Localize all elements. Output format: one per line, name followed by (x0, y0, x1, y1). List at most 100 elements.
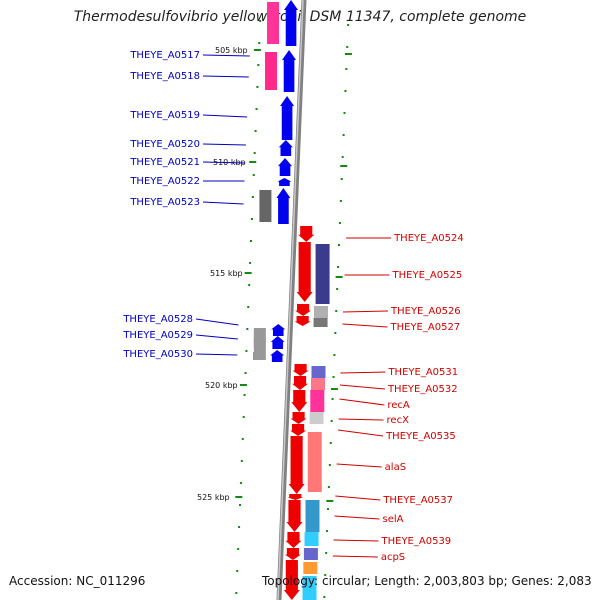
reverse-gene-arrow (284, 548, 301, 560)
annotation-box (267, 2, 280, 44)
annotation-box (303, 562, 318, 574)
minor-tick-right (338, 222, 341, 224)
forward-gene-arrow (278, 140, 293, 156)
right-leader-line (336, 463, 382, 468)
minor-tick-right (327, 486, 330, 488)
right-leader-line (340, 371, 386, 374)
major-tick-left (253, 49, 261, 51)
minor-tick-left (239, 482, 242, 484)
reverse-gene-arrow (285, 532, 302, 548)
minor-tick-left (240, 460, 243, 462)
minor-tick-right (343, 112, 346, 114)
major-tick-right (344, 53, 352, 55)
annotation-box (265, 52, 278, 90)
right-leader-line (342, 323, 388, 328)
annotation-box (311, 366, 326, 378)
minor-tick-right (341, 156, 344, 158)
minor-tick-right (334, 332, 337, 334)
left-gene-label: THEYE_A0518 (129, 71, 200, 82)
minor-tick-left (257, 64, 260, 66)
reverse-gene-arrow (288, 436, 305, 494)
minor-tick-left (245, 350, 248, 352)
minor-tick-right (323, 596, 326, 598)
right-leader-line (339, 384, 386, 390)
minor-tick-right (325, 552, 328, 554)
left-gene-label: THEYE_A0530 (122, 349, 193, 360)
annotation-box (305, 500, 320, 532)
forward-gene-arrow (277, 178, 292, 186)
accession-text: Accession: NC_011296 (9, 574, 146, 588)
genome-title: Thermodesulfovibrio yellowstonii DSM 113… (73, 9, 527, 25)
annotation-box (313, 318, 328, 327)
minor-tick-left (246, 328, 249, 330)
major-tick-left (235, 496, 243, 498)
minor-tick-left (250, 218, 253, 220)
minor-tick-right (331, 398, 334, 400)
forward-gene-arrow (282, 50, 297, 92)
left-leader-line (195, 318, 239, 326)
reverse-gene-arrow (294, 316, 311, 326)
right-gene-label: alaS (385, 462, 406, 473)
minor-tick-right (335, 310, 338, 312)
forward-gene-arrow (280, 96, 295, 140)
minor-tick-left (252, 174, 255, 176)
left-leader-line (195, 353, 238, 356)
minor-tick-left (242, 416, 245, 418)
major-tick-right (330, 388, 338, 390)
minor-tick-left (236, 570, 239, 572)
minor-tick-left (247, 306, 250, 308)
major-tick-right (326, 500, 334, 502)
minor-tick-left (239, 504, 241, 506)
reverse-gene-arrow (292, 364, 309, 376)
right-gene-label: THEYE_A0525 (392, 270, 463, 281)
right-gene-label: THEYE_A0537 (382, 495, 453, 506)
left-gene-label: THEYE_A0529 (122, 330, 193, 341)
annotation-box (314, 306, 328, 318)
right-leader-line (334, 515, 380, 520)
major-tick-left (244, 272, 252, 274)
annotation-box (303, 548, 318, 560)
minor-tick-right (333, 354, 336, 356)
reverse-gene-arrow (290, 424, 307, 436)
minor-tick-left (250, 240, 252, 242)
minor-tick-left (235, 592, 238, 594)
right-gene-label: THEYE_A0539 (381, 536, 452, 547)
right-gene-label: THEYE_A0535 (385, 431, 456, 442)
annotation-box (307, 432, 322, 492)
left-leader-line (202, 75, 249, 78)
left-gene-label: THEYE_A0522 (129, 176, 200, 187)
minor-tick-right (329, 442, 332, 444)
left-leader-line (202, 161, 246, 164)
annotation-box (302, 576, 317, 600)
minor-tick-right (332, 376, 335, 378)
left-leader-line (202, 143, 246, 146)
right-leader-line (335, 495, 381, 501)
scale-label: 525 kbp (197, 493, 230, 502)
annotation-box (304, 532, 319, 546)
minor-tick-left (238, 526, 241, 528)
left-leader-line (195, 334, 238, 340)
major-tick-left (249, 161, 257, 163)
right-leader-line (338, 429, 384, 437)
annotation-box (310, 390, 325, 412)
left-gene-label: THEYE_A0520 (129, 139, 200, 150)
minor-tick-left (248, 284, 251, 286)
reverse-gene-arrow (287, 494, 304, 500)
left-gene-label: THEYE_A0523 (129, 197, 200, 208)
minor-tick-left (249, 262, 252, 264)
right-gene-label: recA (387, 400, 410, 411)
minor-tick-right (330, 420, 333, 422)
minor-tick-right (346, 46, 349, 48)
major-tick-right (340, 165, 348, 167)
minor-tick-left (237, 548, 240, 550)
minor-tick-left (243, 394, 246, 396)
annotation-box (309, 412, 324, 424)
right-leader-line (339, 398, 385, 406)
left-leader-line (202, 201, 244, 205)
minor-tick-right (337, 266, 340, 268)
left-leader-line (202, 54, 250, 57)
left-gene-label: THEYE_A0528 (122, 314, 193, 325)
minor-tick-right (342, 134, 345, 136)
minor-tick-right (336, 288, 339, 290)
minor-tick-left (244, 372, 247, 374)
